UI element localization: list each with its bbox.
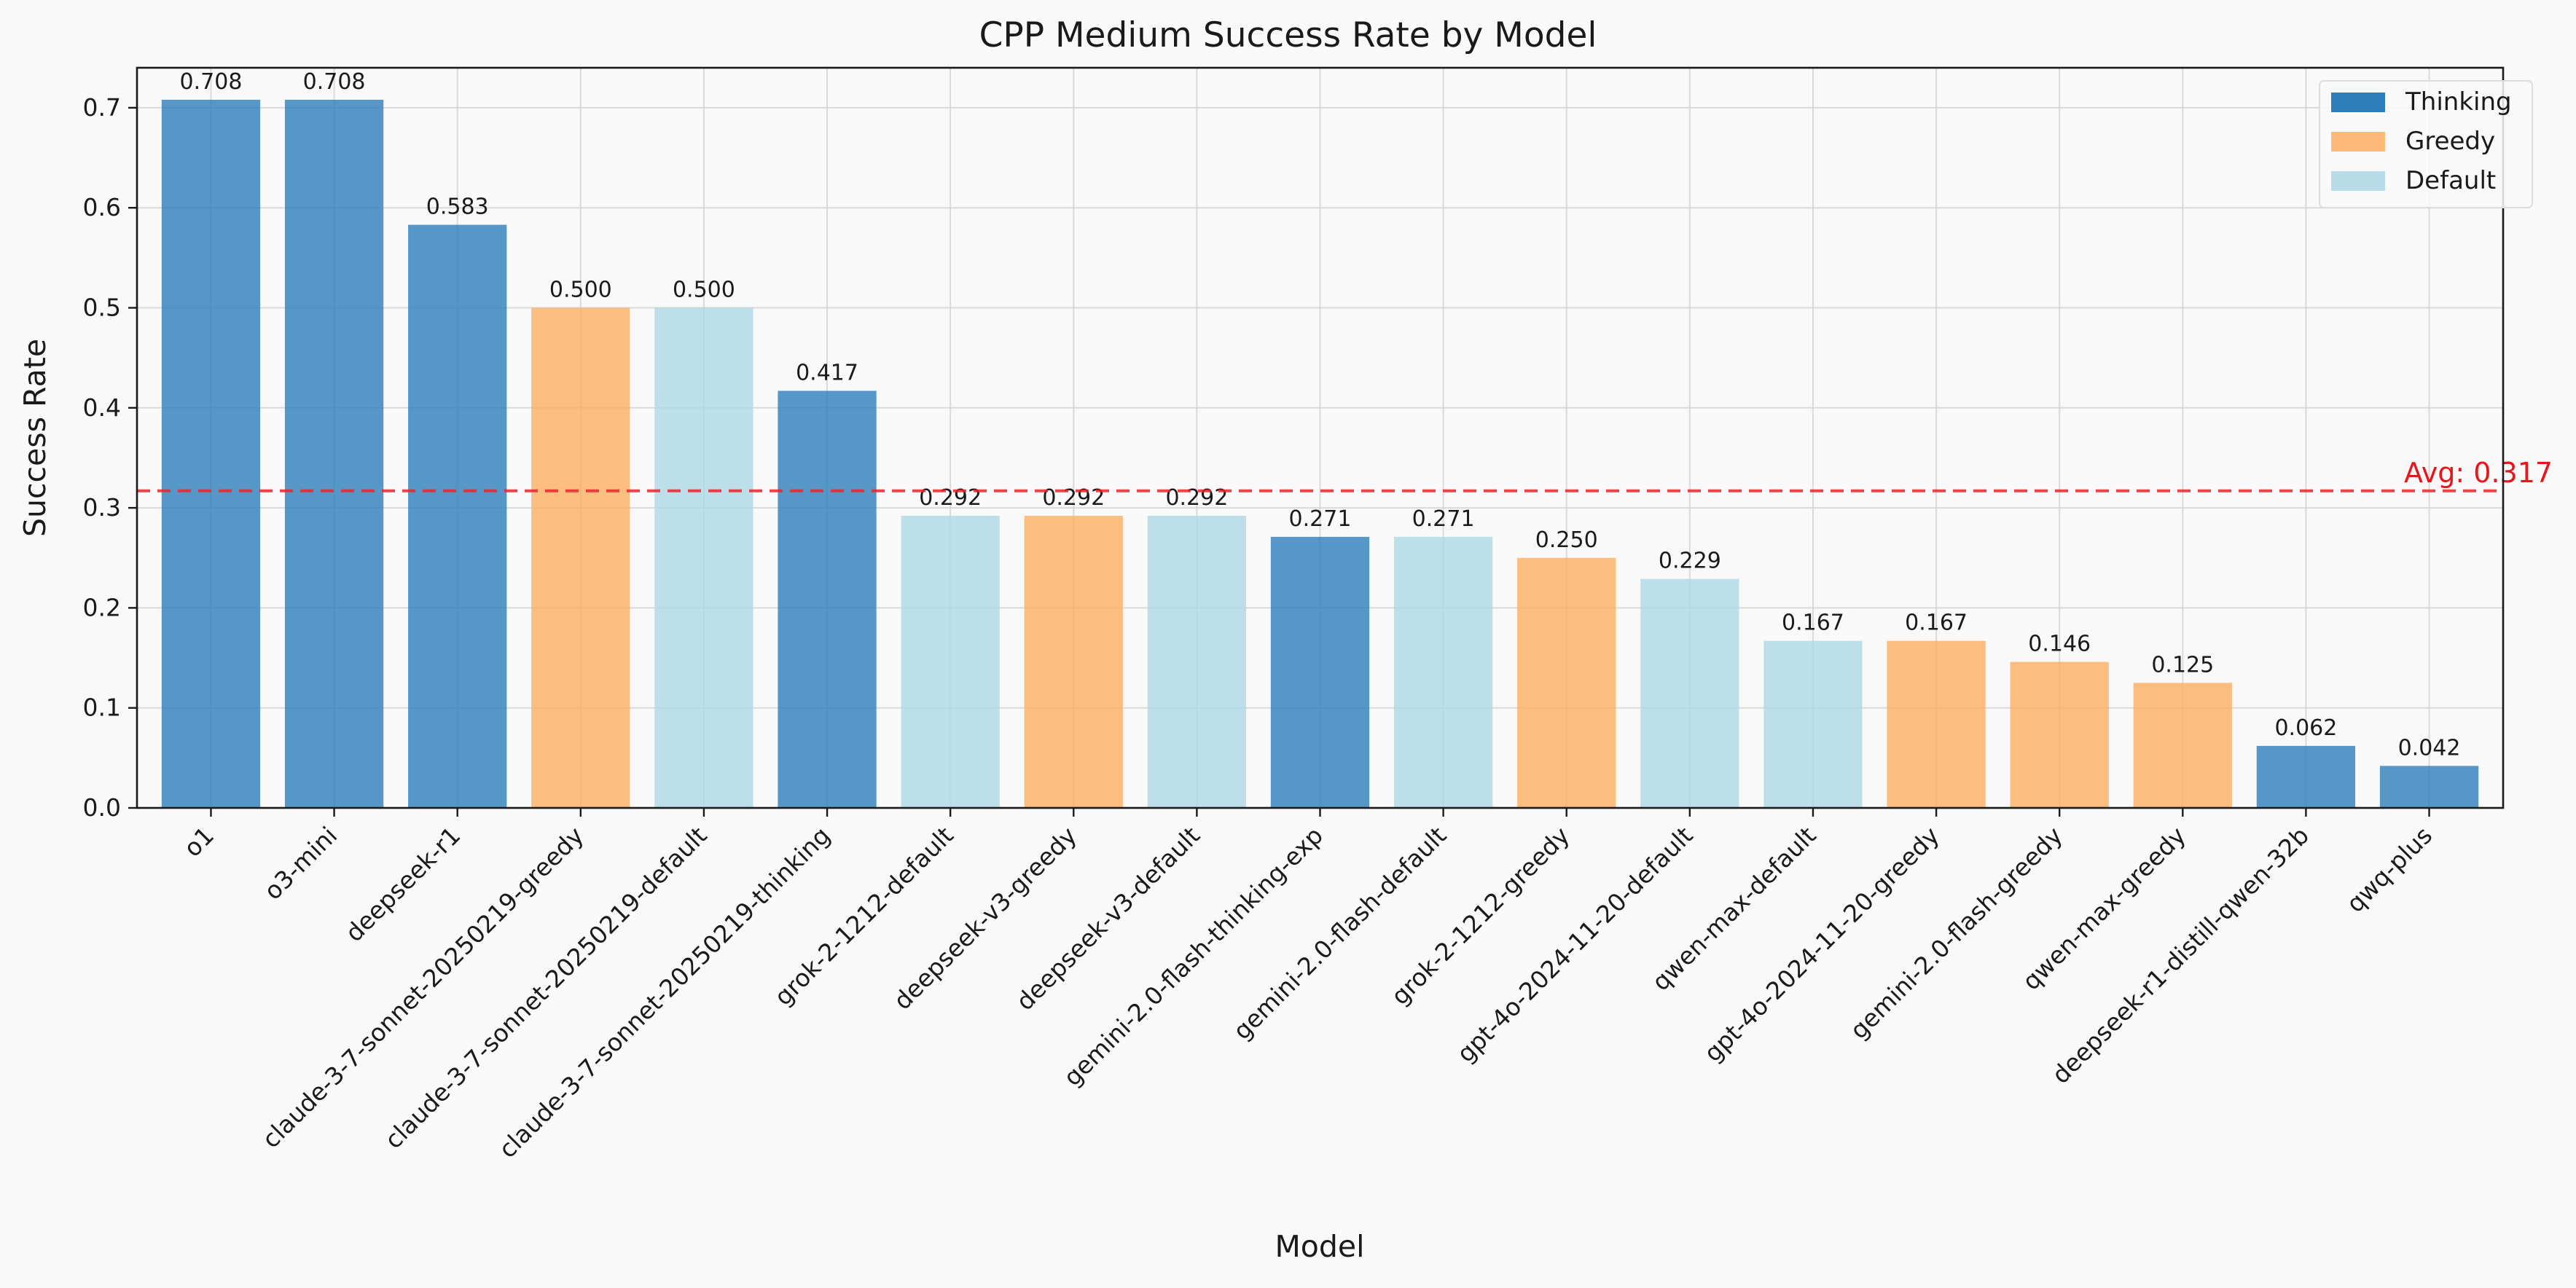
y-tick-label: 0.7 (83, 93, 121, 122)
y-axis-label: Success Rate (17, 339, 52, 537)
bar-deepseek-r1 (408, 224, 507, 808)
bar-value-label: 0.062 (2274, 715, 2337, 741)
y-tick-label: 0.5 (83, 294, 121, 322)
bar-claude-3-7-sonnet-20250219-thinking (778, 390, 877, 808)
bar-value-label: 0.583 (426, 195, 489, 220)
x-axis-label: Model (1275, 1229, 1364, 1264)
bar-value-label: 0.125 (2151, 652, 2214, 678)
bar-o3-mini (284, 99, 384, 809)
bar-value-label: 0.292 (1042, 485, 1105, 511)
average-label: Avg: 0.317 (2404, 457, 2553, 489)
bar-value-label: 0.250 (1535, 527, 1598, 553)
bar-value-label: 0.146 (2028, 632, 2091, 657)
legend-label-greedy: Greedy (2405, 127, 2495, 156)
bar-grok-2-1212-greedy (1517, 557, 1616, 808)
bar-qwq-plus (2379, 766, 2479, 808)
bar-claude-3-7-sonnet-20250219-default (654, 307, 753, 808)
legend-swatch-greedy (2331, 132, 2385, 152)
bars: 0.708 0.708 0.583 0.500 0.500 0.417 0.292 0.292… (161, 69, 2479, 809)
y-tick-label: 0.6 (83, 193, 121, 221)
bar-value-label: 0.271 (1412, 506, 1475, 532)
average-line-group: Avg: 0.317 (137, 457, 2553, 492)
y-tick-label: 0.4 (83, 393, 121, 422)
legend-label-default: Default (2405, 166, 2496, 195)
bar-deepseek-r1-distill-qwen-32b (2256, 745, 2356, 808)
legend: Thinking Greedy Default (2319, 80, 2533, 208)
bar-value-label: 0.271 (1289, 506, 1352, 532)
bar-value-label: 0.417 (796, 360, 858, 385)
bar-value-label: 0.500 (673, 278, 735, 303)
legend-swatch-default (2331, 171, 2385, 191)
bar-value-label: 0.708 (303, 69, 366, 95)
bar-value-label: 0.292 (1165, 485, 1228, 511)
y-tick-label: 0.1 (83, 694, 121, 722)
bar-qwen-max-default (1763, 640, 1863, 808)
bar-o1 (161, 99, 261, 809)
bar-value-label: 0.167 (1782, 610, 1844, 636)
bar-value-label: 0.500 (549, 278, 612, 303)
bar-gemini-2.0-flash-thinking-exp (1270, 536, 1370, 808)
bar-value-label: 0.292 (919, 485, 982, 511)
bar-gemini-2.0-flash-default (1393, 536, 1493, 808)
bar-claude-3-7-sonnet-20250219-greedy (531, 307, 630, 808)
y-tick-label: 0.3 (83, 493, 121, 522)
bar-qwen-max-greedy (2133, 683, 2232, 808)
bar-deepseek-v3-default (1147, 516, 1247, 808)
bar-gemini-2.0-flash-greedy (2010, 661, 2109, 808)
y-tick-label: 0.0 (83, 793, 121, 822)
legend-label-thinking: Thinking (2405, 87, 2512, 117)
bar-gpt-4o-2024-11-20-default (1640, 578, 1739, 808)
bar-value-label: 0.167 (1905, 610, 1968, 636)
bar-value-label: 0.042 (2398, 735, 2461, 761)
y-tick-label: 0.2 (83, 593, 121, 621)
bar-deepseek-v3-greedy (1024, 516, 1123, 808)
bar-value-label: 0.708 (180, 69, 243, 95)
bar-gpt-4o-2024-11-20-greedy (1887, 640, 1986, 808)
chart-title: CPP Medium Success Rate by Model (979, 15, 1597, 55)
bar-value-label: 0.229 (1659, 549, 1721, 574)
bar-grok-2-1212-default (901, 516, 1000, 808)
legend-swatch-thinking (2331, 93, 2385, 112)
y-axis: 0.0 0.1 0.2 0.3 0.4 0.5 0.6 0.7 (83, 93, 137, 822)
